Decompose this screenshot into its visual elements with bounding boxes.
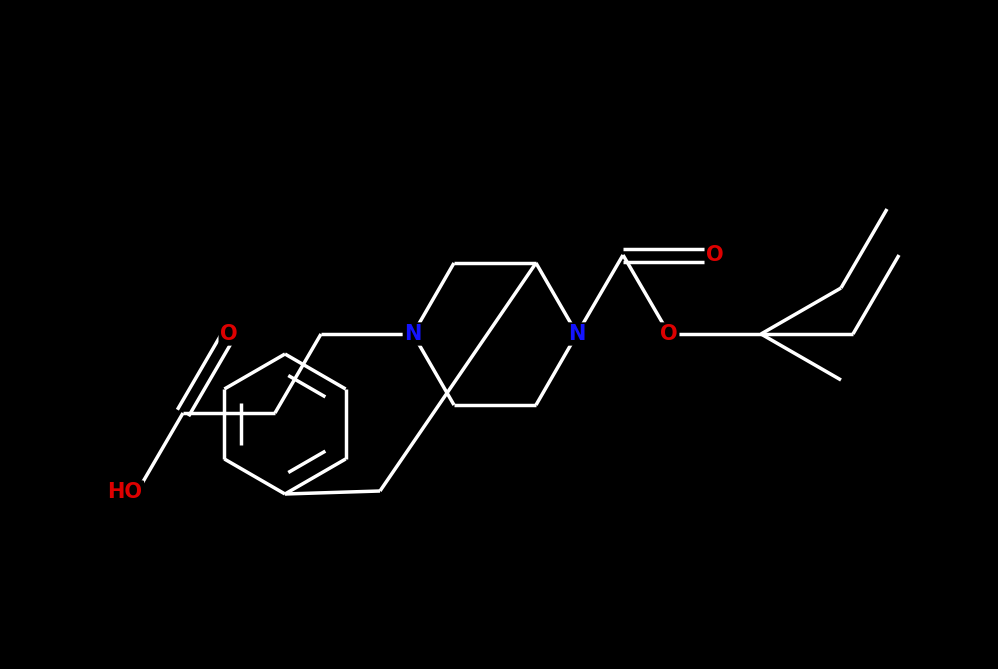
Text: N: N — [404, 324, 422, 344]
Text: O: O — [221, 324, 238, 344]
Text: N: N — [568, 324, 586, 344]
Text: O: O — [661, 324, 678, 344]
Text: HO: HO — [108, 482, 143, 502]
Text: O: O — [707, 245, 724, 265]
